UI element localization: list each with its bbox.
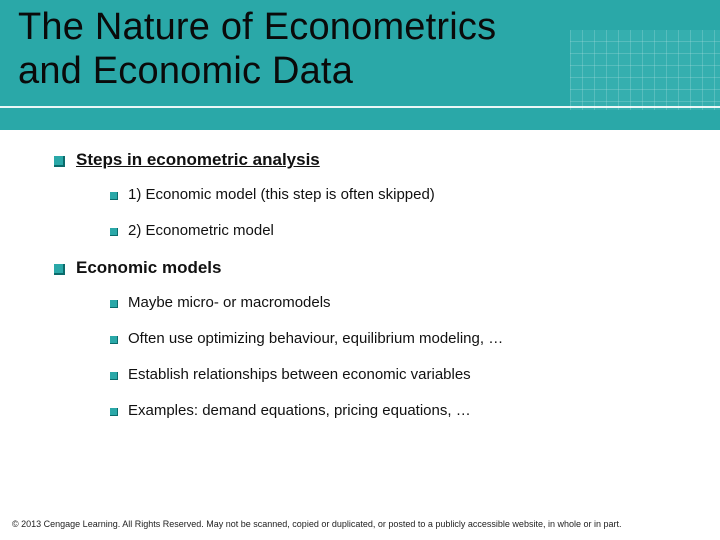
list-item: Examples: demand equations, pricing equa…: [110, 402, 680, 420]
copyright-footer: © 2013 Cengage Learning. All Rights Rese…: [12, 519, 708, 530]
page-title: The Nature of Econometrics and Economic …: [18, 6, 496, 93]
item-text: Maybe micro- or macromodels: [128, 294, 331, 311]
section-items: 1) Economic model (this step is often sk…: [110, 186, 680, 240]
item-text: Often use optimizing behaviour, equilibr…: [128, 330, 503, 347]
header-decoration: [570, 30, 720, 110]
footer-text: © 2013 Cengage Learning. All Rights Rese…: [12, 519, 622, 529]
header-divider: [0, 106, 720, 108]
title-line-2: and Economic Data: [18, 50, 353, 92]
section-steps: Steps in econometric analysis 1) Economi…: [54, 150, 680, 240]
list-item: Maybe micro- or macromodels: [110, 294, 680, 312]
list-item: Establish relationships between economic…: [110, 366, 680, 384]
content-area: Steps in econometric analysis 1) Economi…: [54, 150, 680, 438]
item-text: Establish relationships between economic…: [128, 366, 471, 383]
section-heading: Steps in econometric analysis: [76, 150, 320, 169]
item-text: Examples: demand equations, pricing equa…: [128, 402, 471, 419]
list-item: 2) Econometric model: [110, 222, 680, 240]
item-text: 2) Econometric model: [128, 222, 274, 239]
outline-list: Steps in econometric analysis 1) Economi…: [54, 150, 680, 420]
list-item: Often use optimizing behaviour, equilibr…: [110, 330, 680, 348]
title-line-1: The Nature of Econometrics: [18, 6, 496, 48]
section-items: Maybe micro- or macromodels Often use op…: [110, 294, 680, 420]
section-heading: Economic models: [76, 258, 221, 277]
section-models: Economic models Maybe micro- or macromod…: [54, 258, 680, 420]
item-text: 1) Economic model (this step is often sk…: [128, 186, 435, 203]
list-item: 1) Economic model (this step is often sk…: [110, 186, 680, 204]
